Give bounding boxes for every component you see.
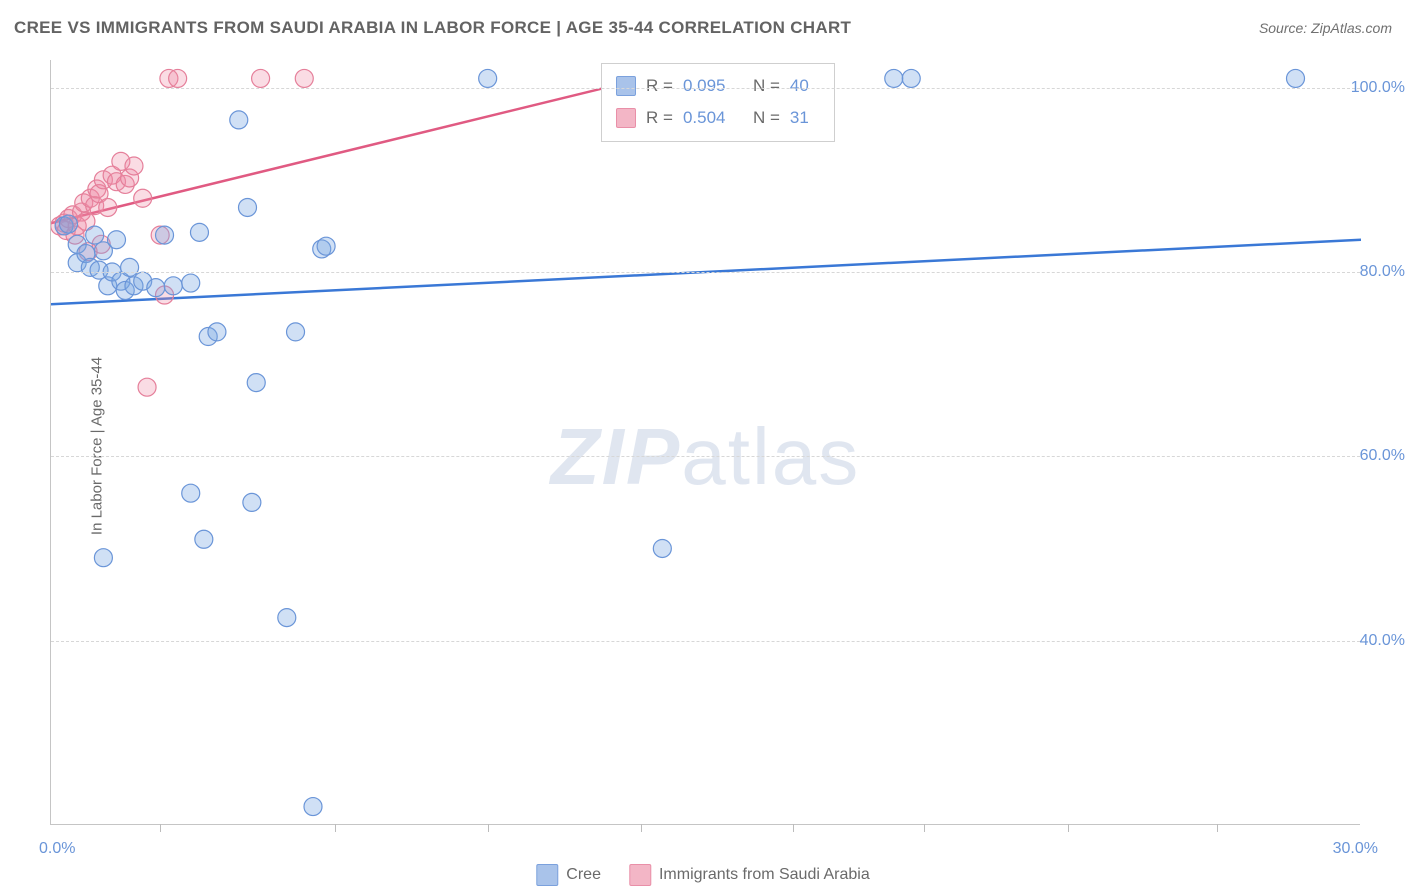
gridline bbox=[51, 88, 1360, 89]
stats-swatch bbox=[616, 76, 636, 96]
data-point bbox=[278, 609, 296, 627]
chart-title: CREE VS IMMIGRANTS FROM SAUDI ARABIA IN … bbox=[14, 18, 851, 38]
legend-swatch-2 bbox=[629, 864, 651, 886]
gridline bbox=[51, 272, 1360, 273]
x-tick bbox=[924, 824, 925, 832]
data-point bbox=[304, 798, 322, 816]
data-point bbox=[653, 539, 671, 557]
data-point bbox=[134, 189, 152, 207]
data-point bbox=[59, 215, 77, 233]
x-tick bbox=[160, 824, 161, 832]
x-tick bbox=[488, 824, 489, 832]
data-point bbox=[287, 323, 305, 341]
data-point bbox=[252, 69, 270, 87]
x-tick bbox=[1217, 824, 1218, 832]
data-point bbox=[99, 198, 117, 216]
data-point bbox=[1287, 69, 1305, 87]
data-point bbox=[108, 231, 126, 249]
data-point bbox=[902, 69, 920, 87]
y-tick-label: 80.0% bbox=[1345, 263, 1405, 281]
scatter-points-layer bbox=[51, 60, 1361, 825]
data-point bbox=[94, 549, 112, 567]
data-point bbox=[243, 493, 261, 511]
stats-row: R =0.095N =40 bbox=[616, 70, 820, 102]
data-point bbox=[156, 226, 174, 244]
x-axis-min-label: 0.0% bbox=[39, 840, 75, 858]
data-point bbox=[885, 69, 903, 87]
data-point bbox=[86, 226, 104, 244]
data-point bbox=[190, 223, 208, 241]
y-tick-label: 100.0% bbox=[1345, 79, 1405, 97]
data-point bbox=[208, 323, 226, 341]
data-point bbox=[247, 374, 265, 392]
data-point bbox=[182, 484, 200, 502]
x-tick bbox=[793, 824, 794, 832]
stats-box: R =0.095N =40R =0.504N =31 bbox=[601, 63, 835, 142]
data-point bbox=[230, 111, 248, 129]
data-point bbox=[317, 237, 335, 255]
legend-swatch-1 bbox=[536, 864, 558, 886]
plot-area: ZIPatlas R =0.095N =40R =0.504N =31 0.0%… bbox=[50, 60, 1360, 825]
data-point bbox=[138, 378, 156, 396]
gridline bbox=[51, 456, 1360, 457]
data-point bbox=[479, 69, 497, 87]
y-tick-label: 60.0% bbox=[1345, 447, 1405, 465]
gridline bbox=[51, 641, 1360, 642]
stats-row: R =0.504N =31 bbox=[616, 102, 820, 134]
data-point bbox=[125, 157, 143, 175]
source-label: Source: ZipAtlas.com bbox=[1259, 20, 1392, 36]
x-axis-max-label: 30.0% bbox=[1333, 840, 1378, 858]
legend: Cree Immigrants from Saudi Arabia bbox=[536, 864, 869, 886]
x-tick bbox=[641, 824, 642, 832]
x-tick bbox=[335, 824, 336, 832]
legend-label-2: Immigrants from Saudi Arabia bbox=[659, 866, 870, 884]
legend-item-series2: Immigrants from Saudi Arabia bbox=[629, 864, 870, 886]
data-point bbox=[182, 274, 200, 292]
data-point bbox=[169, 69, 187, 87]
y-tick-label: 40.0% bbox=[1345, 632, 1405, 650]
stats-swatch bbox=[616, 108, 636, 128]
data-point bbox=[121, 258, 139, 276]
data-point bbox=[164, 277, 182, 295]
data-point bbox=[147, 279, 165, 297]
data-point bbox=[295, 69, 313, 87]
data-point bbox=[239, 198, 257, 216]
legend-label-1: Cree bbox=[566, 866, 601, 884]
legend-item-series1: Cree bbox=[536, 864, 601, 886]
data-point bbox=[195, 530, 213, 548]
x-tick bbox=[1068, 824, 1069, 832]
